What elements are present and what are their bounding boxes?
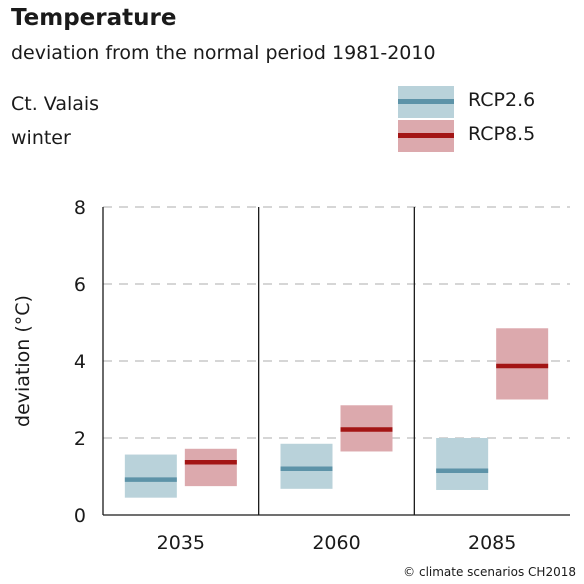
range-box-rcp26-2035 [124, 454, 177, 498]
y-tick-label-4: 4 [74, 351, 86, 373]
range-box-rcp26-2085 [436, 438, 489, 490]
x-tick-label-2035: 2035 [157, 532, 205, 554]
chart-subtitle: deviation from the normal period 1981-20… [11, 42, 436, 64]
y-tick-label-0: 0 [74, 505, 86, 527]
region-label: Ct. Valais [11, 93, 100, 115]
range-box-rcp26-2060 [280, 443, 333, 489]
y-tick-label-8: 8 [74, 197, 86, 219]
x-tick-label-2085: 2085 [468, 532, 516, 554]
season-label: winter [11, 127, 71, 149]
y-tick-label-6: 6 [74, 274, 86, 296]
legend-label-rcp26: RCP2.6 [468, 89, 536, 111]
y-axis-label: deviation (°C) [12, 295, 34, 427]
legend-line-rcp26 [398, 99, 454, 104]
y-tick-label-2: 2 [74, 428, 86, 450]
chart-title: Temperature [11, 5, 177, 31]
x-tick-label-2060: 2060 [312, 532, 360, 554]
legend-item-rcp26: RCP2.6 [398, 86, 568, 118]
range-box-rcp85-2035 [184, 448, 237, 487]
credit: © climate scenarios CH2018 [403, 565, 576, 579]
legend-item-rcp85: RCP8.5 [398, 120, 568, 152]
legend-label-rcp85: RCP8.5 [468, 123, 536, 145]
legend-line-rcp85 [398, 133, 454, 138]
